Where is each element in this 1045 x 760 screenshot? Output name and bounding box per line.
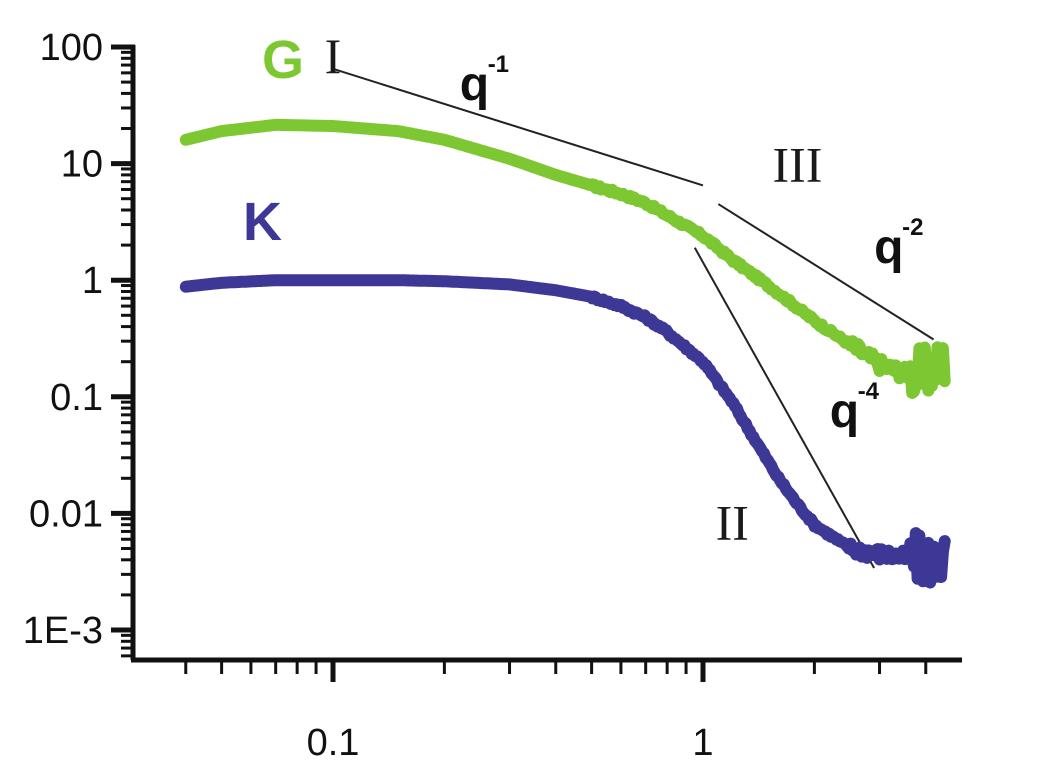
annotation-exponent-4: -4 xyxy=(858,378,880,405)
slope-guide-line-3 xyxy=(693,247,875,569)
series-line-G xyxy=(179,118,951,399)
slope-guides-group xyxy=(332,67,935,569)
y-tick-label: 1 xyxy=(82,260,103,302)
annotation-region-III: III xyxy=(772,137,822,193)
annotation-region-II: II xyxy=(716,494,749,550)
annotation-exponent-2: -2 xyxy=(902,214,923,241)
series-line-K xyxy=(179,274,951,589)
x-tick-label: 1 xyxy=(692,722,713,760)
y-tick-label: 100 xyxy=(40,27,103,69)
y-tick-label: 10 xyxy=(61,144,103,186)
annotation-region-I: I xyxy=(325,28,342,84)
axes-group: 100 10 1 0.1 0.01 1E-3 0.1 1 xyxy=(23,27,962,760)
slope-guide-line-1 xyxy=(332,67,704,187)
annotation-q-1: q xyxy=(460,58,489,111)
annotation-q-4: q xyxy=(830,385,859,438)
x-tick-label: 0.1 xyxy=(307,722,360,760)
y-tick-label: 0.1 xyxy=(50,377,103,419)
series-label-K: K xyxy=(243,192,282,252)
y-tick-label: 0.01 xyxy=(29,493,103,535)
series-group xyxy=(179,118,951,589)
annotation-exponent-1: -1 xyxy=(488,51,509,78)
slope-guide-line-2 xyxy=(717,203,935,341)
y-tick-label: 1E-3 xyxy=(23,610,103,652)
series-label-G: G xyxy=(262,30,304,90)
annotation-q-2: q xyxy=(874,221,903,274)
